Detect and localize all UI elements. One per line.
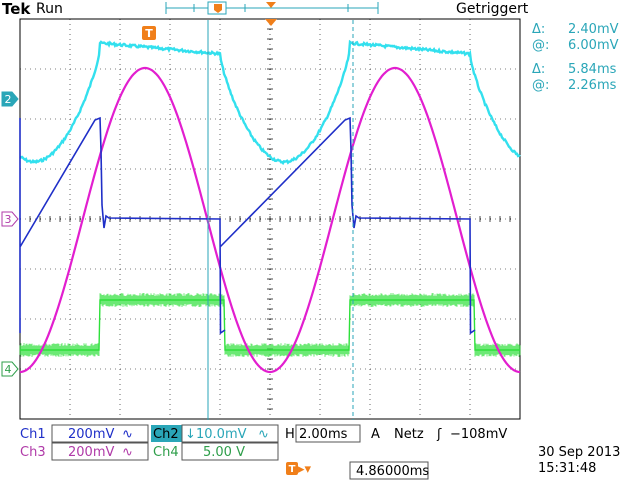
trigger-status-label: Getriggert xyxy=(456,1,529,17)
channel-marker-label: 2 xyxy=(5,93,12,106)
trigger-position-arrow-icon: ▸▾ xyxy=(298,462,312,477)
readout-at-t-symbol: @: xyxy=(532,78,549,93)
ch1-coupling-icon: ∿ xyxy=(122,427,133,442)
channel-marker-2[interactable]: 2 xyxy=(1,91,19,107)
cursors[interactable] xyxy=(207,20,354,420)
channel-marker-4[interactable]: 4 xyxy=(1,361,19,377)
trigger-source: Netz xyxy=(394,427,424,442)
readout-delta-t-value: 5.84ms xyxy=(568,62,617,77)
trigger-position-badge-icon xyxy=(286,462,298,475)
trigger-level: −108mV xyxy=(450,427,507,442)
ch2-bandwidth-icon: ↓ xyxy=(185,427,196,442)
trigger-point-icon xyxy=(142,26,156,40)
ch3-name: Ch3 xyxy=(20,445,46,460)
channel-marker-3[interactable]: 3 xyxy=(1,211,19,227)
channel-marker-shape xyxy=(1,361,19,377)
channel-marker-label: 3 xyxy=(5,213,12,226)
ch2-name: Ch2 xyxy=(153,427,179,442)
time-label: 15:31:48 xyxy=(538,461,596,476)
brand-label: Tek xyxy=(2,0,31,18)
cursor-readout-panel: Δ: 2.40mV @: 6.00mV Δ: 5.84ms @: 2.26ms xyxy=(532,22,619,93)
traces xyxy=(19,39,521,374)
timebase-prefix: H xyxy=(285,427,295,442)
settings-bar: Ch1 200mV ∿ Ch2 ↓ 10.0mV ∿ Ch3 200mV ∿ C… xyxy=(20,424,620,480)
channel-marker-label: 4 xyxy=(5,363,12,376)
ch1-scale: 200mV xyxy=(68,427,114,442)
channel-marker-shape xyxy=(1,91,19,107)
ch3-scale: 200mV xyxy=(68,445,114,460)
ch4-scale: 5.00 V xyxy=(203,445,245,460)
record-trigger-icon xyxy=(214,4,222,13)
timebase-value: 2.00ms xyxy=(299,427,348,442)
trigger-prefix: A xyxy=(371,427,380,442)
trace-ch2 xyxy=(19,39,521,166)
trigger-markers: T xyxy=(142,19,277,40)
trigger-slope-icon: ʃ xyxy=(436,427,442,442)
channel-markers: 2 3 4 xyxy=(1,91,19,377)
ch2-scale: 10.0mV xyxy=(196,427,247,442)
ch3-coupling-icon: ∿ xyxy=(122,445,133,460)
readout-delta-v-symbol: Δ: xyxy=(532,22,545,37)
trigger-position-value: 4.86000ms xyxy=(356,464,429,479)
readout-at-v-symbol: @: xyxy=(532,38,549,53)
trigger-position-icon xyxy=(265,19,277,26)
ch1-name: Ch1 xyxy=(20,427,46,442)
record-position-bar xyxy=(165,1,379,15)
ch2-coupling-icon: ∿ xyxy=(258,427,269,442)
trigger-position-marker: T xyxy=(289,464,296,475)
trace-ch3 xyxy=(19,66,521,374)
ch4-name: Ch4 xyxy=(153,445,179,460)
top-bar: Tek Run Getriggert xyxy=(2,0,529,18)
record-window-marker-icon xyxy=(266,2,276,8)
channel-marker-shape xyxy=(1,211,19,227)
run-state-label: Run xyxy=(36,1,63,17)
readout-at-t-value: 2.26ms xyxy=(568,78,617,93)
trace-ch1 xyxy=(19,116,476,335)
readout-delta-v-value: 2.40mV xyxy=(568,22,619,37)
trace-ch4-noise xyxy=(19,293,521,357)
date-label: 30 Sep 2013 xyxy=(538,445,620,460)
trigger-point-label: T xyxy=(145,27,153,40)
readout-delta-t-symbol: Δ: xyxy=(532,62,545,77)
readout-at-v-value: 6.00mV xyxy=(568,38,619,53)
